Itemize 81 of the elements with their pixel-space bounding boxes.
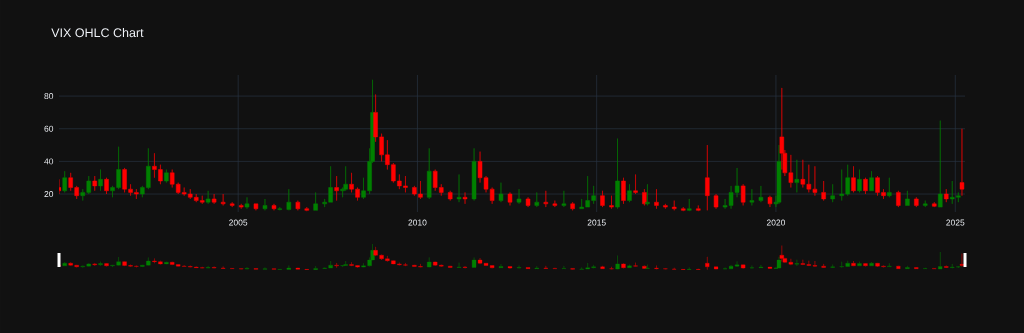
candlestick [863,177,868,195]
candlestick [471,148,477,201]
candlestick [633,174,638,195]
candlestick [295,200,301,211]
x-tick-label: 2025 [946,219,965,226]
candlestick [334,175,339,201]
candlestick [621,177,626,205]
candlestick [570,201,575,211]
candlestick [944,188,949,203]
candlestick [627,183,632,203]
y-tick-label: 20 [44,191,54,198]
candlestick [776,144,782,205]
candlestick [705,144,710,211]
x-tick-label: 2005 [229,219,248,226]
candlestick [687,198,692,212]
candlestick [642,188,647,206]
x-tick-label: 2015 [587,219,606,226]
x-tick-label: 2010 [408,219,427,226]
candlestick [104,177,109,195]
candlestick [767,195,773,208]
candlestick [561,190,567,208]
candlestick [821,180,826,201]
candlestick [448,190,453,201]
candlestick [654,188,659,209]
candlestick [851,166,856,193]
candlestick [749,188,755,206]
candlestick [211,193,217,205]
candlestick [271,203,277,211]
candlestick [672,200,677,211]
candlestick [905,190,910,206]
candlestick [229,201,235,208]
candlestick [713,193,719,209]
candlestick [543,190,549,208]
candlestick [794,159,800,193]
y-tick-label: 40 [44,158,54,165]
candlestick [534,192,540,208]
candlestick [914,197,919,208]
candlestick [253,203,259,211]
candlestick [507,192,513,206]
candlestick [516,188,522,205]
candlestick [462,192,468,205]
candlestick [959,128,965,196]
candlestick [62,170,67,193]
candlestick [525,197,531,208]
candlestick [923,200,928,208]
candlestick [286,188,292,211]
candlestick [304,206,309,212]
candlestick [830,183,835,203]
y-tick-label: 60 [44,125,54,132]
candlestick [887,177,892,198]
y-tick-label: 80 [44,93,54,100]
candlestick [857,169,862,193]
candlestick [313,192,318,211]
candlestick [869,170,874,192]
candlestick [681,206,686,212]
x-tick-label: 2020 [766,219,786,226]
candlestick [262,198,268,211]
candlestick [740,183,746,206]
candlestick [938,120,943,208]
candlestick [932,201,937,208]
candlestick [92,175,97,192]
candlestick [696,205,701,212]
candlestick [896,190,901,208]
candlestick [498,182,504,203]
candlestick [609,195,614,209]
candlestick [98,169,103,192]
candlestick [663,203,668,209]
candlestick [239,203,244,209]
candlestick [456,174,462,203]
candlestick [277,206,282,211]
chart-title: VIX OHLC Chart [51,27,144,38]
candlestick [552,200,558,208]
candlestick [244,197,250,209]
candlestick [220,193,226,206]
candlestick [615,138,620,209]
candlestick [645,183,650,206]
candlestick [600,190,605,208]
candlestick [205,190,211,205]
candlestick [758,185,764,203]
candlestick [164,169,169,183]
candlestick [426,148,432,200]
